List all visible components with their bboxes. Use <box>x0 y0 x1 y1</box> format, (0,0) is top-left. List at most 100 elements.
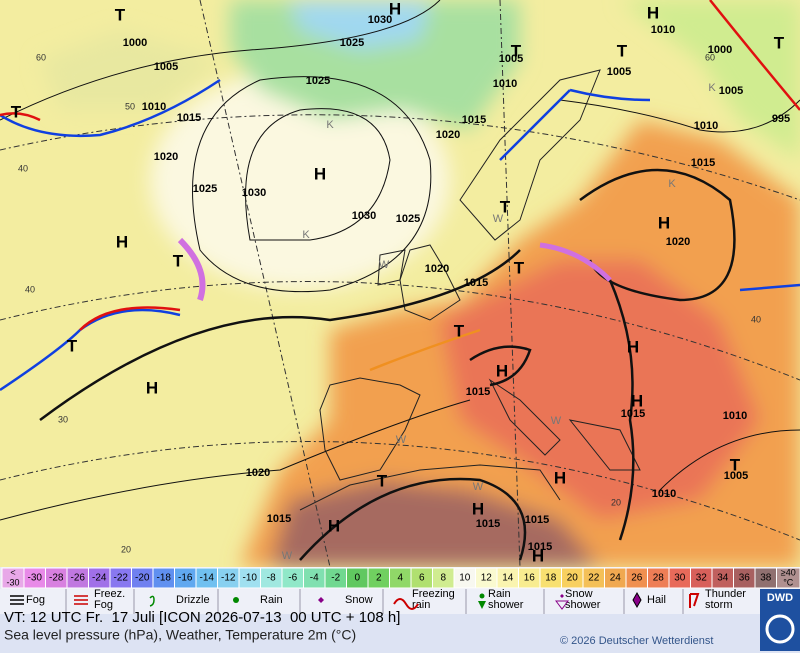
isobar-label: 1010 <box>723 410 747 422</box>
dwd-logo-mark <box>765 614 795 644</box>
scale-label: °C <box>783 577 794 587</box>
scale-label: 26 <box>631 573 643 584</box>
weather-label: Freezing <box>412 588 455 600</box>
scale-label: 38 <box>760 573 772 584</box>
weather-legend: Fog Freez.Fog Drizzle Rain Snow FreezingrainR… <box>26 588 746 611</box>
isobar-label: 1015 <box>476 518 500 530</box>
isobar-label: 1020 <box>436 129 460 141</box>
scale-label: -2 <box>331 573 340 584</box>
scale-label: 4 <box>397 573 403 584</box>
scale-label: 8 <box>440 573 446 584</box>
isobar-label: 1010 <box>142 101 166 113</box>
weather-label: Fog <box>26 594 45 606</box>
scale-label: < <box>10 567 15 577</box>
air-mass-marker: K <box>302 229 310 241</box>
weather-label: Thunder <box>705 588 746 600</box>
pressure-center: T <box>511 41 522 60</box>
pressure-center: H <box>472 499 484 518</box>
isobars <box>0 0 800 561</box>
pressure-center: H <box>627 337 639 356</box>
scale-label: 2 <box>376 573 382 584</box>
weather-icons <box>10 589 700 614</box>
pressure-center: T <box>173 251 184 270</box>
air-mass-marker: W <box>551 415 562 427</box>
isobar-label: 1025 <box>396 213 420 225</box>
pressure-center: H <box>554 468 566 487</box>
isobar-label: 1015 <box>528 541 552 553</box>
pressure-center: H <box>532 546 544 565</box>
isotherm-label: 50 <box>125 101 135 111</box>
isobar-label: 1020 <box>246 467 270 479</box>
isobar-label: 1030 <box>352 210 376 222</box>
isobar-label: 1015 <box>177 112 201 124</box>
scale-cell <box>776 567 800 589</box>
air-mass-marker: W <box>282 550 293 562</box>
pressure-center: T <box>454 321 465 340</box>
weather-label: Hail <box>647 594 666 606</box>
graticule <box>0 0 800 567</box>
scale-label: 0 <box>354 573 360 584</box>
scale-label: -22 <box>114 573 129 584</box>
scale-label: -14 <box>200 573 215 584</box>
isobar-label: 1010 <box>651 24 675 36</box>
scale-label: -18 <box>157 573 172 584</box>
isotherm-label: 40 <box>751 314 761 324</box>
air-mass-marker: K <box>668 178 676 190</box>
pressure-center: H <box>496 361 508 380</box>
pressure-center: H <box>146 378 158 397</box>
isobar-label: 1005 <box>499 53 523 65</box>
isobar-label: 1015 <box>525 514 549 526</box>
scale-label: -30 <box>6 577 19 587</box>
scale-label: -12 <box>221 573 236 584</box>
isobar-label: 1020 <box>425 263 449 275</box>
pressure-center: T <box>730 455 741 474</box>
pressure-center: T <box>617 41 628 60</box>
pressure-center: T <box>514 258 525 277</box>
scale-label: 12 <box>481 573 493 584</box>
air-mass-marker: W <box>396 434 407 446</box>
isobar-label: 1005 <box>719 85 743 97</box>
pressure-center: H <box>631 391 643 410</box>
scale-label: 34 <box>717 573 729 584</box>
scale-label: -8 <box>267 573 276 584</box>
scale-label: 30 <box>674 573 686 584</box>
isobar-label: 1015 <box>464 277 488 289</box>
scale-label: -4 <box>310 573 319 584</box>
weather-label: Snow <box>565 588 593 600</box>
pressure-center: T <box>377 471 388 490</box>
scale-label: -16 <box>178 573 193 584</box>
temperature-field <box>40 0 800 567</box>
weather-label: Rain <box>260 594 283 606</box>
air-mass-marker: K <box>326 119 334 131</box>
scale-label: -26 <box>71 573 86 584</box>
isobar-label: 1025 <box>193 183 217 195</box>
scale-label: 32 <box>696 573 708 584</box>
fronts <box>0 0 800 392</box>
scale-label: 20 <box>567 573 579 584</box>
scale-label: -10 <box>243 573 258 584</box>
scale-label: -28 <box>49 573 64 584</box>
scale-label: 14 <box>502 573 514 584</box>
pressure-center: T <box>774 33 785 52</box>
pressure-center: H <box>389 0 401 18</box>
isobar-label: 1020 <box>666 236 690 248</box>
coastlines <box>299 69 641 511</box>
isobar-label: 1010 <box>493 78 517 90</box>
isobar-label: 1030 <box>242 187 266 199</box>
pressure-center: T <box>500 197 511 216</box>
isobar-label: 1025 <box>306 75 330 87</box>
scale-label: -20 <box>135 573 150 584</box>
isobar-label: 1000 <box>123 37 147 49</box>
description: Sea level pressure (hPa), Weather, Tempe… <box>4 627 356 643</box>
isobar-label: 1005 <box>607 66 631 78</box>
isobar-label: 1000 <box>708 44 732 56</box>
isotherm-label: 30 <box>58 414 68 424</box>
weather-label: storm <box>705 599 733 611</box>
isobar-label: 1030 <box>368 14 392 26</box>
air-mass-marker: W <box>493 213 504 225</box>
air-mass-marker: W <box>473 481 484 493</box>
isobar-label: 1010 <box>652 488 676 500</box>
isobar-label: 1015 <box>267 513 291 525</box>
pressure-center: H <box>116 232 128 251</box>
